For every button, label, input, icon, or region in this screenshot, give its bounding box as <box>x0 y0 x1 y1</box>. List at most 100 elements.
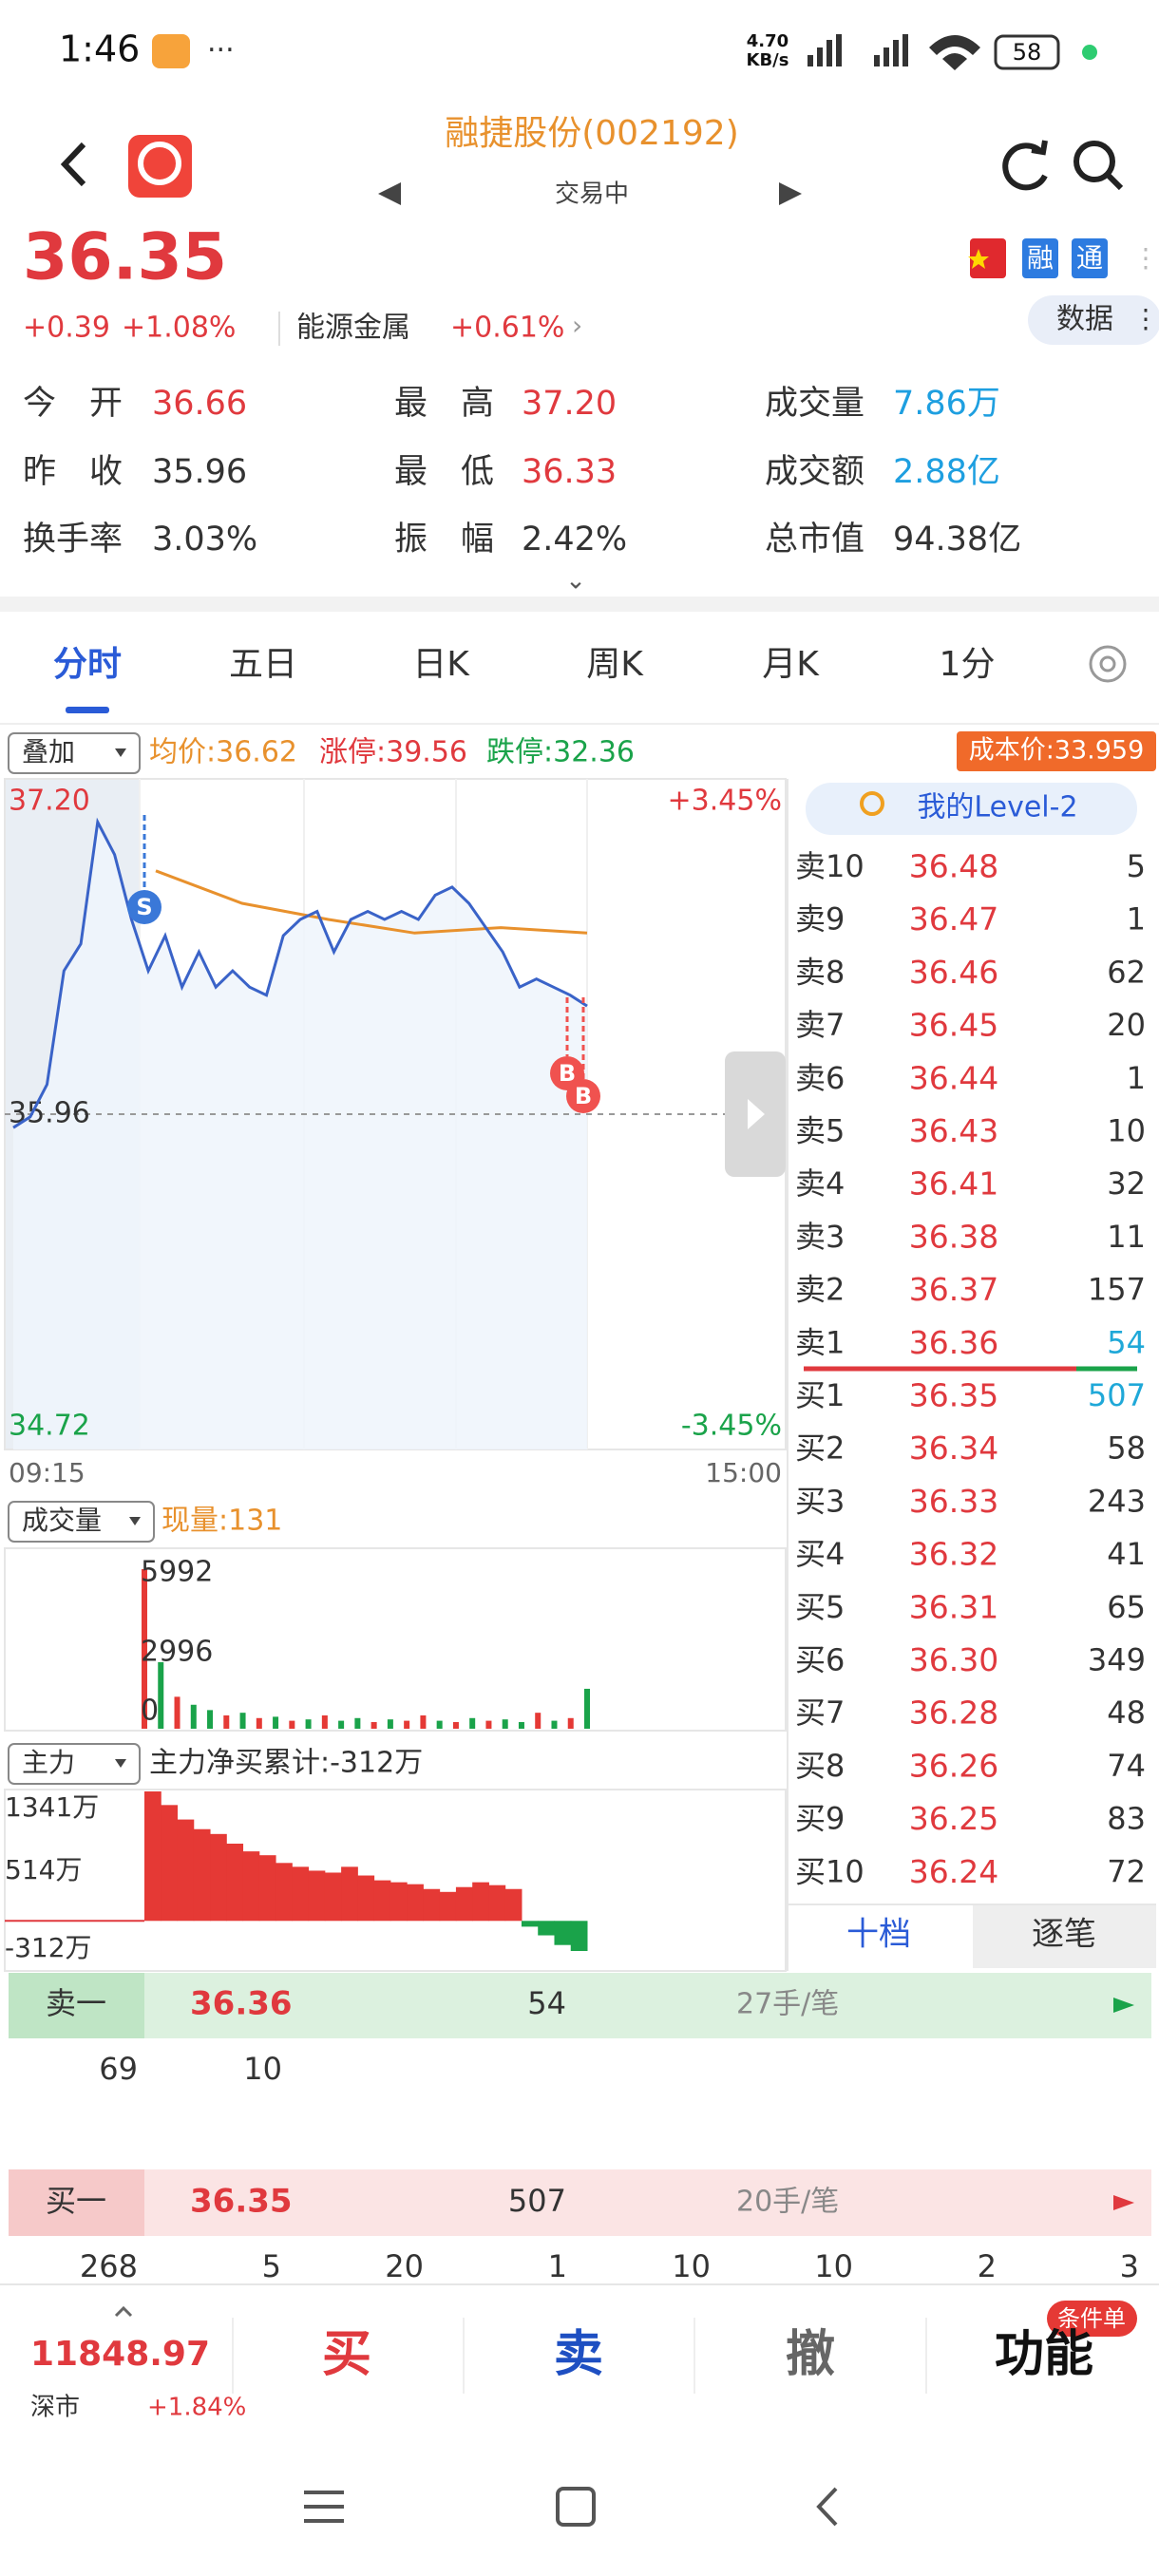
settings-button[interactable] <box>1089 645 1127 683</box>
book-volume: 20 <box>1107 1007 1146 1043</box>
level2-button[interactable] <box>806 783 1137 835</box>
buy-arrow[interactable] <box>1113 2195 1134 2210</box>
index-value[interactable]: 11848.97 <box>30 2335 210 2374</box>
sector-arrow: › <box>572 310 582 341</box>
chart-tab[interactable]: 1分 <box>940 645 996 684</box>
book-tab[interactable]: 逐笔 <box>1032 1916 1096 1954</box>
volume-dropdown-box[interactable] <box>8 1501 155 1543</box>
volume-bar <box>354 1717 361 1729</box>
queue-order: 69 <box>99 2051 138 2087</box>
action-button[interactable]: 卖 <box>554 2326 603 2383</box>
queue-order: 10 <box>814 2248 853 2284</box>
overlay-dropdown-label[interactable]: 叠加 <box>22 736 75 767</box>
sector-name[interactable]: 能源金属 <box>296 312 410 345</box>
fund-bar <box>161 1805 179 1922</box>
chart-tab[interactable]: 日K <box>412 645 470 684</box>
more-dots: ··· <box>207 34 235 67</box>
book-level: 买8 <box>795 1748 845 1784</box>
trade-marker-label[interactable]: B <box>575 1083 592 1109</box>
book-price: 36.44 <box>909 1059 998 1096</box>
fund-dropdown-box[interactable] <box>8 1743 141 1785</box>
fund-tick-label: 514万 <box>5 1854 82 1885</box>
chart-tab[interactable]: 五日 <box>229 645 297 684</box>
level2-label[interactable]: 我的Level-2 <box>917 791 1077 824</box>
book-volume: 243 <box>1088 1483 1146 1519</box>
stat-label: 最 低 <box>394 453 494 491</box>
book-level: 卖6 <box>795 1060 845 1096</box>
fund-bar <box>193 1828 211 1922</box>
stat-value: 37.20 <box>522 385 617 423</box>
trade-marker[interactable] <box>127 890 162 924</box>
fund-bar <box>210 1833 227 1922</box>
stat-value: 2.88亿 <box>893 453 1000 491</box>
book-price: 36.48 <box>909 848 998 885</box>
trade-marker[interactable] <box>566 1079 600 1113</box>
back-nav-button[interactable] <box>816 2487 838 2527</box>
stat-label: 最 高 <box>394 385 494 423</box>
fund-bar <box>341 1866 358 1922</box>
volume-bar <box>469 1717 476 1729</box>
chart-tab[interactable]: 周K <box>586 645 644 684</box>
back-button[interactable] <box>60 142 86 187</box>
book-volume: 1 <box>1127 1060 1146 1096</box>
book-volume: 11 <box>1107 1219 1146 1255</box>
book-price: 36.35 <box>909 1377 998 1414</box>
book-level: 卖4 <box>795 1165 845 1202</box>
fund-bar <box>242 1851 260 1922</box>
fund-bar <box>488 1885 506 1922</box>
trade-avg: 27手/笔 <box>736 1988 839 2021</box>
status-dot <box>1082 45 1097 60</box>
clock: 1:46 <box>59 28 140 70</box>
prev-stock-button[interactable] <box>378 182 401 205</box>
sell-row-bg <box>9 1973 1151 2038</box>
volume-frame <box>4 1547 787 1732</box>
fund-bar <box>177 1819 195 1922</box>
book-level: 买2 <box>795 1430 845 1467</box>
action-button[interactable]: 功能 <box>995 2326 1093 2383</box>
sell-arrow[interactable] <box>1113 1998 1134 2013</box>
stock-title: 融捷股份(002192) <box>445 114 739 153</box>
fund-bar <box>407 1884 424 1922</box>
volume-bar <box>338 1720 345 1729</box>
expand-arrow[interactable] <box>114 2305 133 2318</box>
data-button-label[interactable]: 数据 <box>1056 303 1113 336</box>
net-speed-unit: KB/s <box>747 50 789 70</box>
home-button[interactable] <box>556 2487 596 2527</box>
search-button[interactable] <box>1074 141 1124 191</box>
volume-bar <box>321 1714 328 1729</box>
stat-value: 94.38亿 <box>893 521 1021 559</box>
fund-dropdown-label[interactable]: 主力 <box>22 1747 75 1778</box>
app-icon-mark <box>138 142 181 185</box>
stat-value: 7.86万 <box>893 385 1000 423</box>
trade-volume: 54 <box>527 1985 566 2021</box>
volume-tick-label: 0 <box>141 1695 159 1728</box>
queue-order: 5 <box>262 2248 281 2284</box>
trade-marker-label[interactable]: S <box>136 894 152 920</box>
stat-value: 3.03% <box>152 521 257 559</box>
action-button[interactable]: 撤 <box>786 2326 835 2383</box>
expand-arrow[interactable]: ⌄ <box>565 567 586 596</box>
fund-bar <box>554 1921 572 1945</box>
overlay-dropdown-box[interactable] <box>8 732 141 774</box>
volume-bar <box>535 1713 542 1729</box>
more-button[interactable]: ⋮ <box>1132 242 1159 274</box>
book-price: 36.37 <box>909 1271 998 1308</box>
queue-order: 1 <box>548 2248 567 2284</box>
book-tab[interactable]: 十档 <box>846 1916 911 1954</box>
limit-down: 跌停:32.36 <box>486 736 635 769</box>
chart-tab[interactable]: 分时 <box>53 645 122 684</box>
chart-tab[interactable]: 月K <box>762 645 820 684</box>
volume-bar <box>142 1569 147 1729</box>
volume-dropdown-label[interactable]: 成交量 <box>22 1505 102 1536</box>
trade-marker-label[interactable]: B <box>559 1060 576 1087</box>
book-price: 36.47 <box>909 900 998 938</box>
action-button[interactable]: 买 <box>322 2326 371 2383</box>
menu-button[interactable] <box>304 2491 344 2523</box>
next-stock-button[interactable] <box>779 182 802 205</box>
data-button[interactable] <box>1028 295 1159 345</box>
book-volume: 507 <box>1088 1377 1146 1413</box>
fund-bar <box>357 1875 375 1922</box>
refresh-button[interactable] <box>1002 140 1048 191</box>
fund-tick-label: -312万 <box>5 1932 92 1963</box>
